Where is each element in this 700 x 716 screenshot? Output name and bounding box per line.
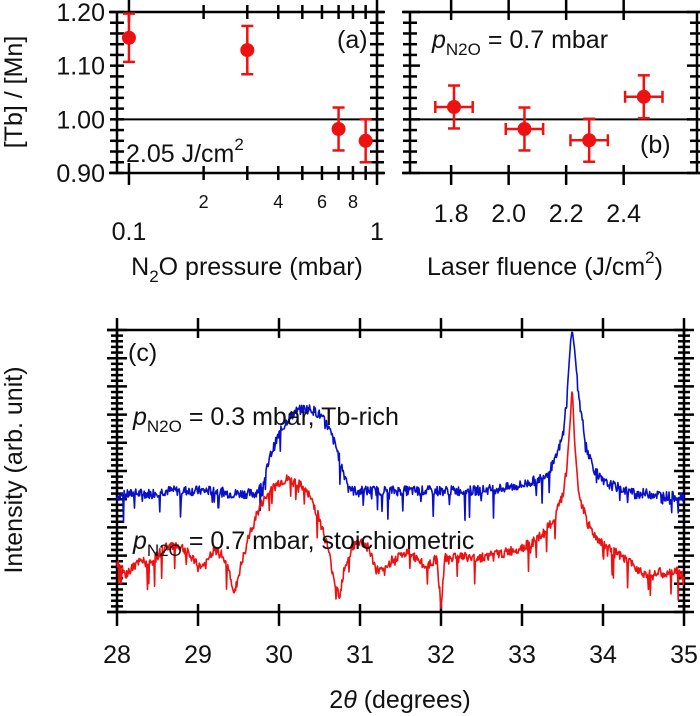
panel-b-xlabel: Laser fluence (J/cm2) — [427, 248, 663, 281]
x-tick-label: 34 — [589, 641, 617, 669]
x-tick-label: 33 — [508, 641, 536, 669]
y-tick-label: 1.20 — [56, 0, 105, 27]
y-tick-label: 0.90 — [56, 160, 105, 188]
y-tick-label: 1.00 — [56, 106, 105, 134]
data-point — [331, 121, 346, 136]
data-point — [582, 133, 597, 148]
x-tick-label: 2.4 — [606, 200, 641, 228]
panel-a: 0.90 1.00 1.10 1.20 0.1 1 2 4 6 8 — [56, 0, 385, 246]
x-tick-label: 32 — [427, 641, 455, 669]
x-tick-label: 0.1 — [112, 218, 147, 246]
data-point — [358, 133, 373, 148]
series-line-stoichiometric — [116, 391, 685, 610]
x-tick-label: 28 — [103, 641, 131, 669]
x-tick-label: 35 — [670, 641, 698, 669]
x-tick-label: 1 — [370, 218, 384, 246]
y-tick-label: 1.10 — [56, 53, 105, 81]
panel-b-label: (b) — [640, 131, 671, 159]
data-point — [446, 99, 461, 114]
data-point — [121, 30, 136, 45]
panel-c-ylabel: Intensity (arb. unit) — [0, 366, 28, 573]
panel-a-label: (a) — [337, 26, 368, 54]
x-tick-label: 31 — [346, 641, 374, 669]
panel-c-label: (c) — [128, 339, 157, 367]
x-tick-label: 1.8 — [434, 200, 469, 228]
panel-a-ylabel: [Tb] / [Mn] — [0, 36, 28, 149]
series-label-tb-rich: pN2O = 0.3 mbar, Tb-rich — [132, 403, 399, 436]
x-minor-tick-label: 2 — [199, 192, 209, 212]
x-minor-tick-label: 8 — [348, 192, 358, 212]
panel-a-xlabel: N2O pressure (mbar) — [131, 253, 363, 286]
panel-c: 28 29 30 31 32 33 34 35 — [103, 318, 698, 669]
data-point — [240, 43, 255, 58]
x-tick-label: 29 — [184, 641, 212, 669]
series-label-stoichiometric: pN2O = 0.7 mbar, stoichiometric — [132, 527, 474, 560]
series-line-tb-rich — [116, 331, 685, 524]
data-point — [636, 89, 651, 104]
panel-b-annotation: pN2O = 0.7 mbar — [431, 26, 608, 59]
x-tick-label: 30 — [265, 641, 293, 669]
x-tick-label: 2.0 — [491, 200, 526, 228]
x-minor-tick-label: 6 — [317, 192, 327, 212]
data-point — [517, 121, 532, 136]
x-tick-label: 2.2 — [549, 200, 584, 228]
panel-a-annotation: 2.05 J/cm2 — [126, 135, 244, 168]
panel-c-xlabel: 2θ (degrees) — [329, 686, 470, 714]
panel-b: 1.8 2.0 2.2 2.4 — [402, 0, 700, 228]
x-minor-tick-label: 4 — [273, 192, 283, 212]
